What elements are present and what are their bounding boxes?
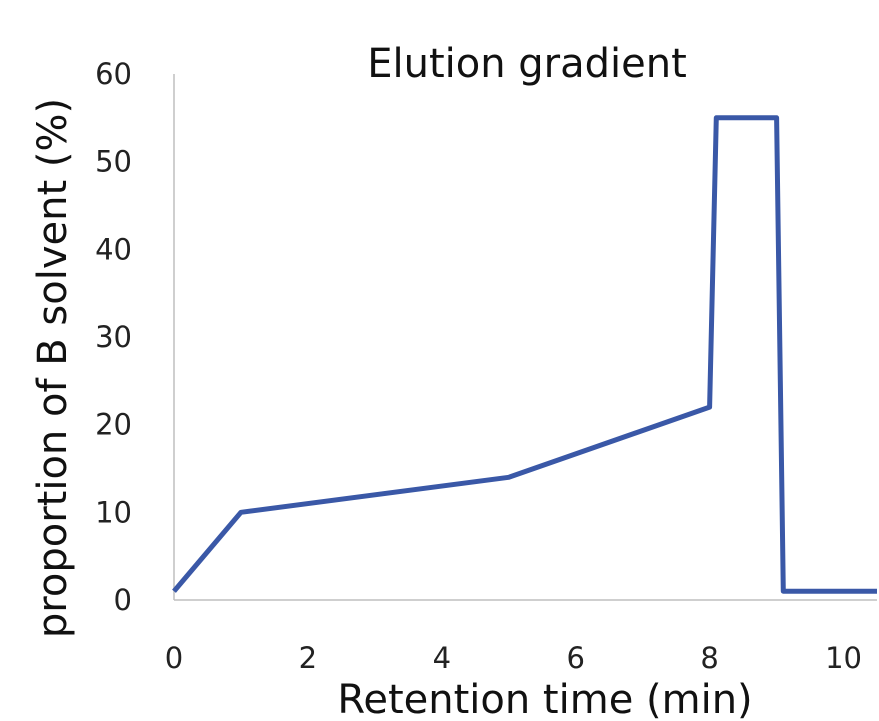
chart-title: Elution gradient [367, 41, 687, 87]
y-tick-label: 10 [95, 495, 132, 529]
series-group [172, 115, 877, 594]
y-axis-ticks: 0 10 20 30 40 50 60 [95, 57, 132, 617]
y-tick-label: 50 [95, 145, 132, 179]
y-tick-label: 0 [114, 583, 132, 617]
x-tick-label: 8 [700, 641, 718, 675]
x-tick-label: 6 [566, 641, 584, 675]
x-axis-label: Retention time (min) [337, 677, 752, 721]
y-axis-label: proportion of B solvent (%) [30, 98, 76, 638]
y-tick-label: 40 [95, 232, 132, 266]
x-tick-label: 0 [165, 641, 183, 675]
x-axis-ticks: 0 2 4 6 8 10 [165, 641, 862, 675]
y-tick-label: 60 [95, 57, 132, 91]
x-tick-label: 2 [299, 641, 317, 675]
y-tick-label: 30 [95, 320, 132, 354]
x-tick-label: 4 [433, 641, 451, 675]
x-tick-label: 10 [825, 641, 862, 675]
y-tick-label: 20 [95, 408, 132, 442]
series-line-1 [172, 115, 877, 594]
